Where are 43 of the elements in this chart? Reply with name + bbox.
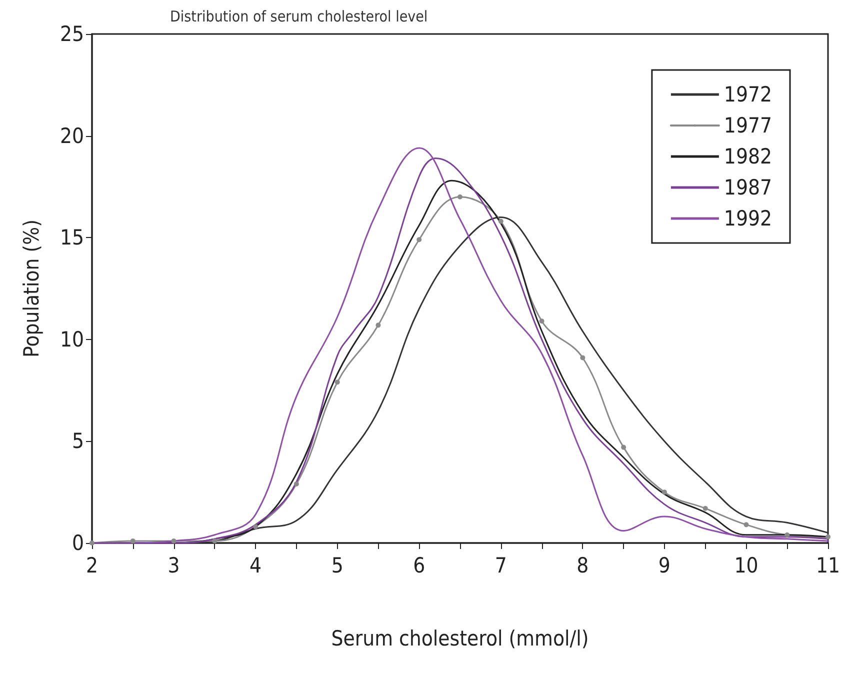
point (90, 540, 94, 546)
point (744, 522, 749, 528)
point (171, 538, 176, 544)
x-tick-label: 6 (413, 554, 426, 578)
legend-label: 1972 (724, 82, 772, 106)
x-tick-label: 4 (250, 554, 262, 578)
point (702, 506, 708, 511)
x-tick-label: 2 (86, 554, 98, 578)
point (580, 355, 586, 360)
x-tick-label: 7 (494, 554, 507, 578)
x-tick-label: 5 (331, 554, 344, 578)
point (253, 524, 258, 530)
x-axis-title: Serum cholesterol (mmol/l) (331, 626, 589, 650)
y-tick-label: 20 (60, 124, 84, 148)
y-tick-label: 15 (60, 226, 84, 250)
y-tick-label: 25 (60, 22, 84, 46)
x-tick-label: 9 (658, 554, 670, 578)
y-tick-label: 0 (72, 531, 84, 555)
point (416, 237, 422, 242)
point (334, 380, 340, 385)
x-tick-label: 11 (816, 554, 840, 578)
x-tick-label: 3 (168, 554, 180, 578)
y-tick-label: 5 (72, 429, 84, 454)
point (621, 444, 626, 450)
point (826, 534, 830, 540)
point (662, 490, 667, 495)
y-tick-label: 10 (60, 327, 84, 352)
point (539, 318, 544, 324)
y-axis-title: Population (%) (20, 220, 44, 358)
legend-label: 1992 (724, 206, 772, 230)
legend-label: 1982 (724, 144, 772, 168)
point (130, 538, 136, 544)
x-tick-label: 10 (734, 554, 758, 578)
legend-label: 1977 (724, 114, 772, 138)
point (212, 538, 218, 544)
chart-title: Distribution of serum cholesterol level (170, 8, 428, 26)
point (294, 481, 299, 486)
point (458, 194, 462, 200)
point (784, 532, 790, 538)
legend-label: 1987 (724, 176, 772, 200)
point (498, 218, 504, 224)
x-tick-label: 8 (576, 554, 589, 578)
point (376, 322, 381, 328)
